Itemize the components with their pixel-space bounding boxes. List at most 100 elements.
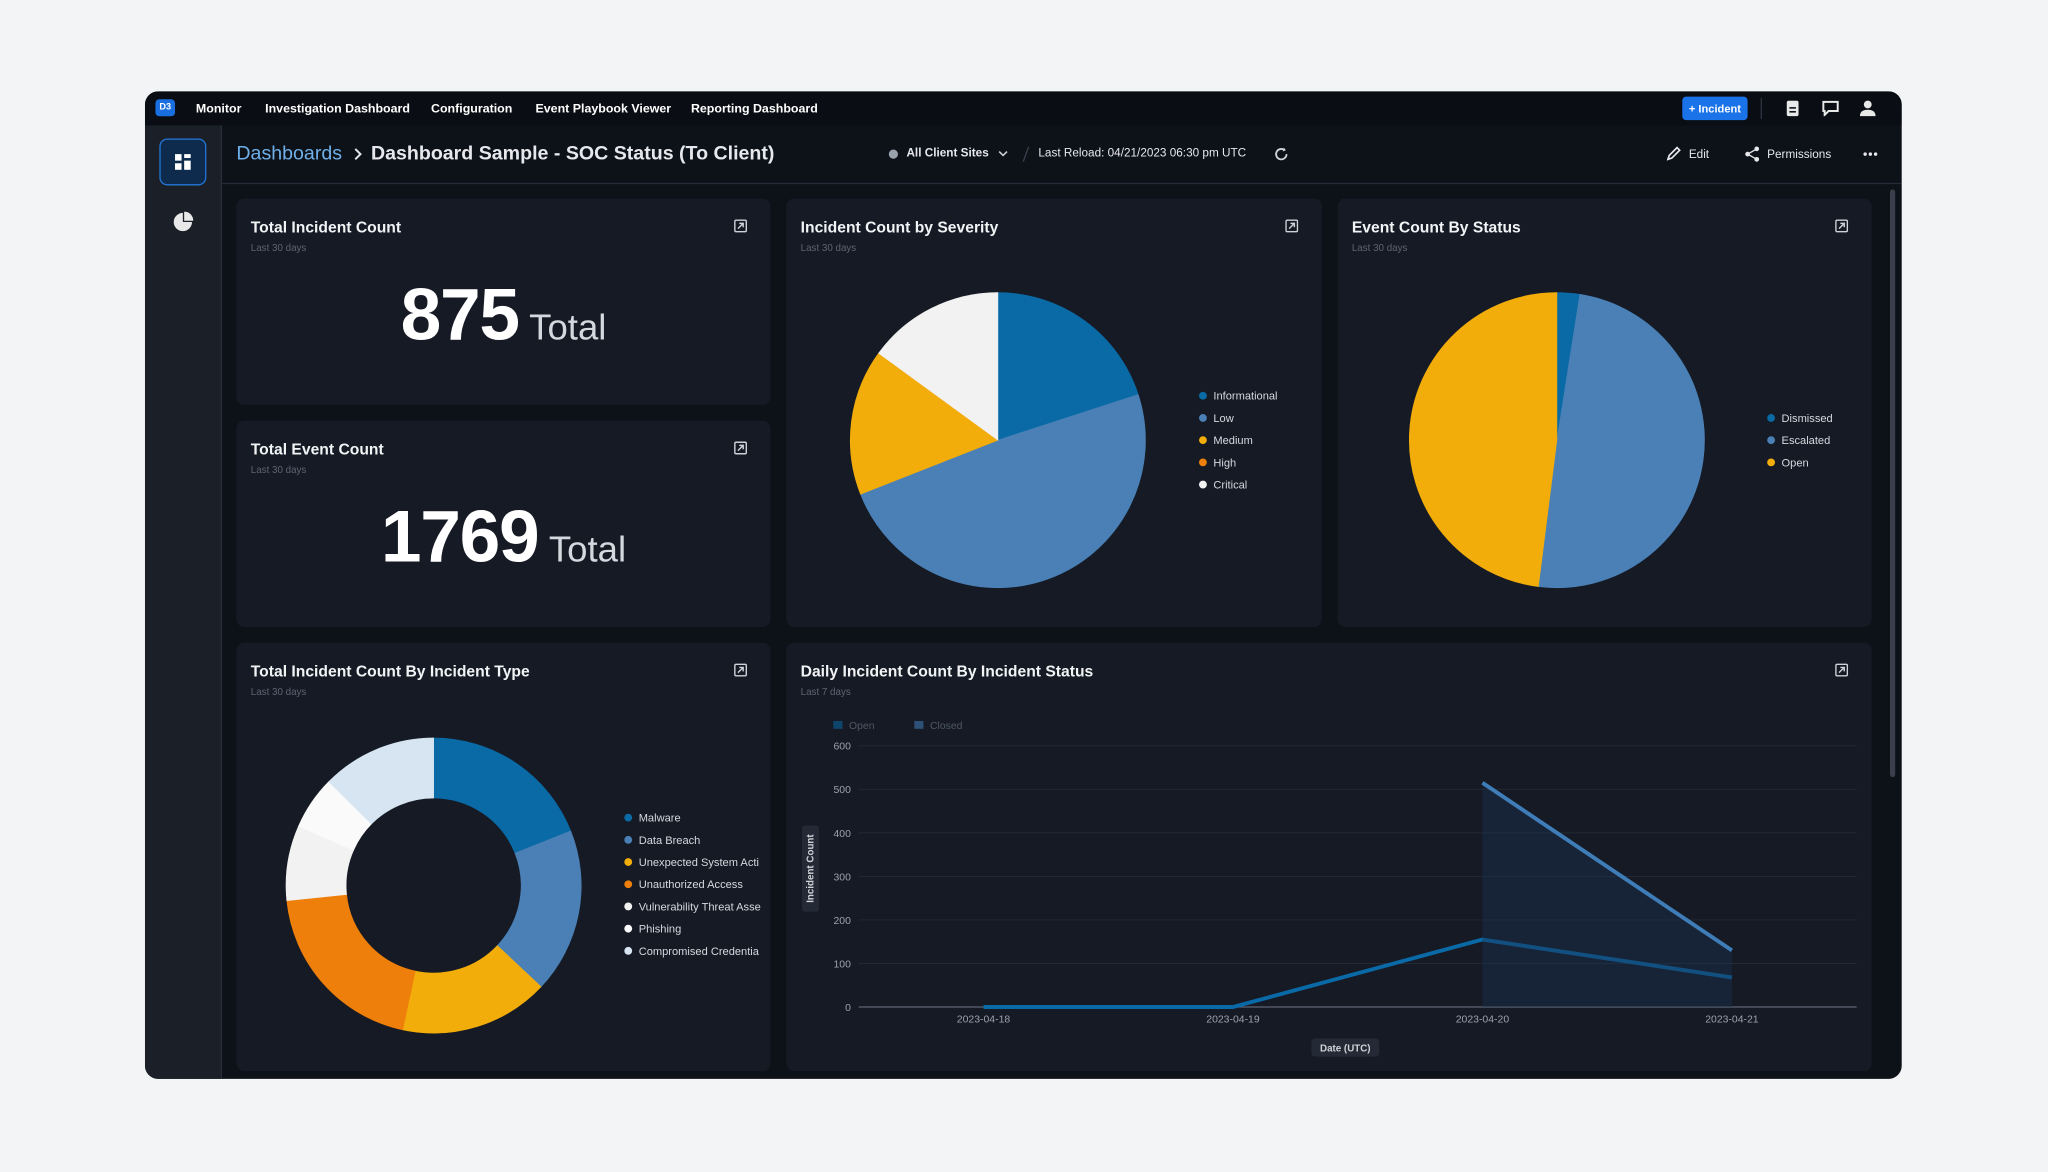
app-window: D3 Monitor Investigation Dashboard Confi… (144, 91, 1902, 1079)
incident-button[interactable]: + Incident (1682, 96, 1748, 121)
grid-icon (175, 154, 191, 170)
top-nav: D3 Monitor Investigation Dashboard Confi… (144, 91, 1902, 126)
scrollbar[interactable] (1889, 189, 1896, 778)
y-axis-label: Incident Count (806, 834, 817, 903)
slice[interactable] (878, 292, 999, 441)
slice[interactable] (850, 352, 999, 495)
legend-swatch (1199, 436, 1207, 445)
legend-label[interactable]: Informational (1213, 391, 1277, 403)
edit-button[interactable]: Edit (1688, 147, 1710, 161)
legend-label[interactable]: Open (1782, 457, 1809, 469)
refresh-icon[interactable] (1273, 146, 1289, 162)
slice[interactable] (1537, 293, 1705, 589)
permissions-button[interactable]: Permissions (1767, 147, 1832, 161)
panel-subtitle: Last 30 days (250, 685, 307, 698)
legend-label[interactable]: Unexpected System Acti (639, 857, 759, 869)
y-tick-label: 0 (845, 1003, 851, 1014)
breadcrumb-chevron (354, 148, 362, 161)
chart-panel: Daily Incident Count By Incident Status … (786, 642, 1872, 1072)
last-reload: Last Reload: 04/21/2023 06:30 pm UTC (1038, 146, 1247, 160)
legend-swatch (1199, 480, 1207, 489)
nav-item[interactable]: Event Playbook Viewer (535, 101, 672, 117)
line (1481, 781, 1734, 953)
panel-subtitle: Last 7 days (800, 685, 851, 698)
legend-label[interactable]: Dismissed (1782, 413, 1833, 425)
legend-label[interactable]: Vulnerability Threat Asse (639, 901, 761, 913)
slice[interactable] (286, 894, 416, 1031)
user-icon[interactable] (1859, 99, 1876, 117)
chart-panel: Event Count By Status Last 30 days Dismi… (1337, 198, 1872, 627)
site-filter[interactable]: All Client Sites (906, 146, 989, 160)
slice[interactable] (997, 292, 1139, 441)
nav-item[interactable]: Investigation Dashboard (265, 101, 410, 117)
globe-icon (888, 149, 898, 159)
kpi-panel: Total Incident Count Last 30 days 875 Tot… (236, 198, 771, 405)
legend-label[interactable]: Medium (1213, 435, 1252, 447)
edit-icon (1666, 146, 1681, 161)
legend-label[interactable]: Unauthorized Access (639, 879, 744, 891)
slice[interactable] (860, 394, 1146, 588)
nav-item[interactable]: Configuration (431, 101, 513, 117)
legend-label[interactable]: Escalated (1782, 435, 1831, 447)
y-tick-label: 400 (834, 829, 852, 840)
expand-icon[interactable] (734, 441, 748, 455)
chat-icon[interactable] (1822, 100, 1839, 117)
slice[interactable] (328, 737, 434, 825)
panel-subtitle: Last 30 days (1351, 241, 1408, 254)
dashboards-button[interactable] (159, 138, 207, 186)
legend-label[interactable]: Critical (1213, 479, 1247, 491)
expand-icon[interactable] (734, 219, 748, 233)
panel-title: Total Incident Count (250, 218, 402, 237)
legend-label[interactable]: Malware (639, 813, 681, 825)
legend-swatch (624, 858, 633, 866)
legend-swatch (1767, 458, 1776, 467)
y-tick-label: 300 (834, 872, 852, 883)
panel-title: Incident Count by Severity (800, 218, 999, 237)
kpi-unit: Total (548, 528, 627, 570)
legend-swatch (624, 835, 633, 844)
logo[interactable]: D3 (155, 99, 176, 117)
legend-label[interactable]: Phishing (639, 924, 682, 936)
chart: Dismissed Escalated Open (1408, 292, 1833, 589)
divider (1760, 97, 1762, 119)
panel-title: Daily Incident Count By Incident Status (800, 662, 1094, 681)
legend-label[interactable]: Open (849, 721, 875, 732)
legend-label[interactable]: Closed (930, 721, 963, 732)
nav-item[interactable]: Reporting Dashboard (690, 101, 818, 117)
kpi-unit: Total (529, 306, 607, 348)
y-tick-label: 100 (834, 959, 852, 970)
legend-swatch (1199, 414, 1207, 422)
legend-swatch (624, 902, 633, 911)
legend-swatch[interactable] (914, 720, 924, 729)
kpi-value: 875 (400, 272, 520, 356)
expand-icon[interactable] (1835, 219, 1849, 233)
legend-label[interactable]: High (1213, 457, 1236, 469)
y-tick-label: 600 (834, 742, 852, 753)
reports-icon[interactable] (172, 211, 194, 233)
breadcrumb-link[interactable]: Dashboards (236, 142, 343, 165)
chart: Malware Data Breach Unexpected System Acti… (285, 737, 761, 1034)
legend-label[interactable]: Low (1213, 413, 1234, 425)
nav-item[interactable]: Monitor (195, 101, 242, 117)
share-icon (1745, 146, 1760, 162)
more-icon[interactable] (1863, 152, 1879, 157)
doc-icon[interactable] (1785, 100, 1799, 117)
slice[interactable] (433, 737, 572, 854)
panel-title: Total Event Count (250, 440, 384, 459)
legend-swatch[interactable] (833, 720, 843, 729)
expand-icon[interactable] (1285, 219, 1299, 233)
page-header: Dashboards Dashboard Sample - SOC Status… (222, 125, 1902, 185)
legend-label[interactable]: Data Breach (639, 835, 701, 847)
chart: Informational Low Medium High Critical (850, 292, 1278, 588)
slice[interactable] (1408, 292, 1558, 587)
legend-swatch (1199, 458, 1207, 467)
kpi: 1769 Total (236, 494, 770, 579)
expand-icon[interactable] (734, 663, 748, 677)
legend-swatch (1767, 436, 1776, 445)
y-label-bg (801, 825, 819, 912)
kpi-panel: Total Event Count Last 30 days 1769 Total (236, 420, 771, 627)
expand-icon[interactable] (1835, 663, 1849, 677)
legend-label[interactable]: Compromised Credentia (639, 946, 760, 958)
